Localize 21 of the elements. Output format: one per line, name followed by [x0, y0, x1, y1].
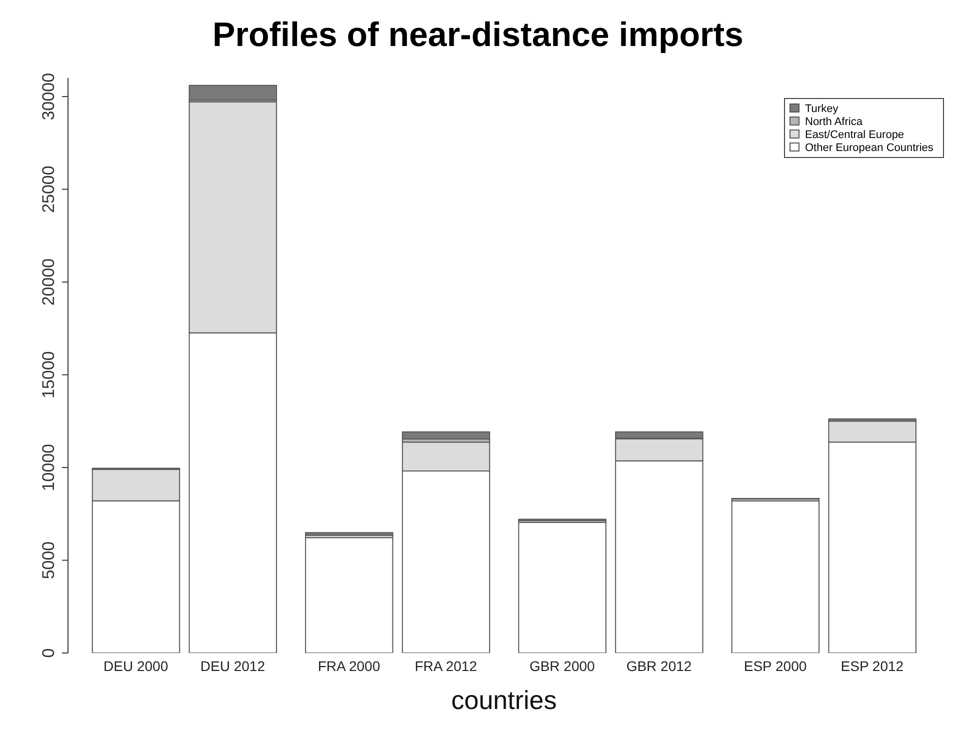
x-tick-label: FRA 2000 — [318, 658, 380, 674]
x-tick-label: ESP 2000 — [744, 658, 807, 674]
x-tick-label: GBR 2000 — [529, 658, 596, 674]
legend-label: Turkey — [805, 103, 839, 115]
x-axis-title: countries — [451, 685, 557, 715]
y-tick-label: 25000 — [39, 166, 58, 213]
y-tick-label: 5000 — [39, 541, 58, 580]
x-tick-label: DEU 2012 — [200, 658, 266, 674]
legend-label: North Africa — [805, 116, 864, 128]
legend-label: Other European Countries — [805, 142, 934, 154]
x-tick-label: ESP 2012 — [840, 658, 904, 674]
y-tick-label: 10000 — [39, 444, 58, 492]
y-tick-label: 0 — [39, 648, 58, 658]
x-tick-label: GBR 2012 — [626, 658, 692, 674]
legend-label: East/Central Europe — [805, 129, 904, 141]
y-tick-label: 30000 — [39, 72, 58, 120]
x-tick-label: FRA 2012 — [414, 658, 478, 674]
y-tick-label: 20000 — [39, 258, 58, 306]
x-tick-label: DEU 2000 — [104, 658, 168, 674]
y-tick-label: 15000 — [39, 351, 58, 398]
chart-title: Profiles of near-distance imports — [212, 16, 744, 55]
